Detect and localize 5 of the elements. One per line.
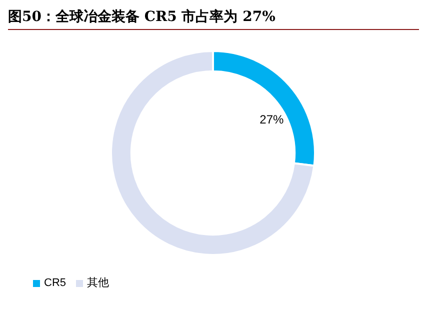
data-label: 27% xyxy=(260,112,284,126)
chart-title: 图50：全球冶金装备 CR5 市占率为 27% xyxy=(8,8,419,30)
legend-label: 其他 xyxy=(87,277,110,289)
legend-label: CR5 xyxy=(44,277,66,289)
donut-slice xyxy=(110,50,316,256)
